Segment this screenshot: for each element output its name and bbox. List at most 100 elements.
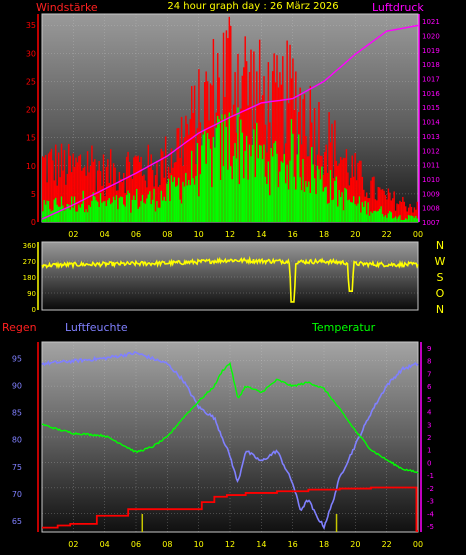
wind-avg-bar [396,218,398,222]
wind-gust-bar [313,108,316,222]
direction-tick-label: 90 [27,290,36,298]
wind-gust-bar [179,157,181,222]
wind-avg-bar [300,190,303,222]
wind-gust-bar [162,151,164,222]
wind-gust-bar [276,55,278,223]
wind-avg-bar [43,200,45,222]
wind-avg-bar [247,179,249,222]
wind-avg-bar [153,188,155,222]
wind-gust-bar [176,128,178,222]
hour-tick-label: 20 [350,230,360,239]
pressure-line [41,24,419,220]
wind-gust-bar [399,200,401,222]
hour-tick-label: 00 [413,230,423,239]
wind-avg-bar [253,129,255,222]
wind-avg-bar [173,177,176,222]
wind-gust-bar [128,161,131,222]
rain-line [42,486,418,532]
wind-gust-bar [222,32,225,223]
wind-gust-bar [350,177,352,222]
wind-avg-bar [374,210,377,222]
wind-gust-bar [180,116,183,222]
wind-gust-bar [130,176,132,222]
wind-gust-bar [198,69,200,222]
wind-gust-bar [114,167,116,222]
wind-gust-bar [295,71,297,222]
wind-gust-bar [299,87,301,222]
wind-gust-bar [137,155,139,222]
temperature-tick-label: -3 [427,498,434,506]
wind-avg-bar [96,201,99,222]
hour-tick-label: 06 [131,540,141,549]
direction-left-ticks: 360 270 180 90 0 [23,242,39,314]
wind-avg-bar [295,189,297,222]
wind-avg-bar [183,186,186,222]
wind-gust-bar [160,148,163,222]
wind-gust-bar [225,30,228,222]
humidity-tick-label: 85 [12,409,22,418]
wind-avg-bar [238,184,241,222]
wind-gust-bar [380,189,382,222]
wind-gust-bar [81,170,83,222]
wind-gust-bar [415,209,417,222]
wind-avg-bar [263,144,265,222]
wind-gust-bar [164,136,167,222]
wind-avg-bar [53,199,56,222]
wind-avg-bar [160,190,163,222]
wind-gust-bar [230,25,232,223]
wind-gust-bar [94,159,96,222]
wind-gust-bar [125,156,128,222]
wind-avg-bar [120,196,122,222]
temperature-tick-label: -2 [427,485,434,493]
wind-avg-bar [308,181,310,222]
wind-gust-bar [289,44,291,223]
wind-avg-bar [355,205,358,222]
wind-avg-bar [376,211,378,222]
wind-avg-bar [144,203,147,222]
wind-gust-bar [127,151,129,222]
wind-gust-bar [62,170,64,222]
wind-gust-bar [391,198,394,222]
temperature-tick-label: 8 [427,358,431,366]
wind-avg-bar [68,204,70,222]
wind-avg-bar [69,209,71,222]
wind-gust-bar [211,85,213,223]
wind-avg-bar [159,207,161,222]
wind-gust-bar [374,199,377,222]
wind-avg-bar [405,218,407,222]
rain-label: Regen [2,321,37,334]
wind-gust-bar [89,165,92,222]
wind-avg-bar [257,158,259,222]
wind-avg-bar [123,204,125,222]
wind-gust-bar [193,85,196,222]
wind-avg-bar [79,207,82,222]
wind-gust-bar [60,143,63,222]
wind-gust-bar [112,163,115,222]
wind-gust-bar [65,184,67,222]
wind-gust-bar [371,177,374,222]
wind-avg-bar [283,154,285,222]
wind-gust-bar [287,103,290,222]
wind-avg-bar [245,135,248,222]
wind-tick-label: 30 [26,49,36,58]
wind-avg-bar [138,206,141,222]
direction-tick-label: 0 [32,306,36,314]
hour-tick-label: 14 [256,230,266,239]
wind-left-ticks: 0 5 10 15 20 25 30 35 [26,14,39,227]
wind-avg-bar [337,206,339,222]
humidity-tick-label: 95 [12,354,22,363]
wind-avg-bar [410,215,413,222]
wind-avg-bar [101,202,103,222]
wind-avg-bar [230,166,232,222]
bottom-series [41,350,419,532]
wind-gust-bar [328,112,330,222]
wind-gust-bar [410,206,413,222]
wind-gust-bar [192,113,194,222]
wind-avg-bar [99,193,102,222]
pressure-tick-label: 1014 [422,119,440,127]
wind-gust-bar [318,102,320,222]
wind-avg-bar [140,200,142,222]
wind-avg-bar [389,211,391,222]
wind-gust-bar [227,38,229,222]
wind-gust-bar [416,201,419,222]
